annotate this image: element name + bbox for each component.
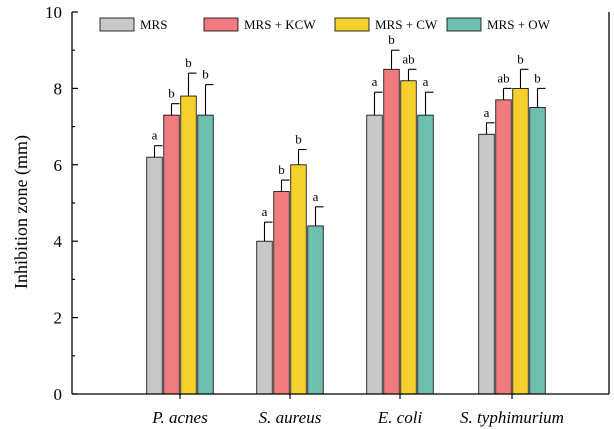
bar: [366, 114, 383, 395]
x-tick-label: E. coli: [377, 408, 423, 427]
bar: [383, 68, 400, 395]
legend-swatch: [334, 17, 370, 32]
bar: [307, 225, 324, 395]
x-tick-label: P. acnes: [151, 408, 208, 427]
bar: [273, 191, 290, 395]
significance-label: b: [295, 132, 302, 147]
y-tick-label: 8: [54, 79, 63, 98]
significance-label: b: [202, 67, 209, 82]
significance-label: a: [372, 74, 378, 89]
bar: [495, 99, 512, 395]
legend-item: MRS: [99, 17, 167, 32]
legend-item: MRS + OW: [446, 17, 551, 32]
y-axis-label: Inhibition zone (mm): [11, 135, 32, 289]
bar: [163, 114, 180, 395]
legend-label: MRS + KCW: [244, 17, 316, 32]
bar: [197, 114, 214, 395]
significance-label: ab: [497, 70, 509, 85]
legend-swatch: [446, 17, 482, 32]
y-tick-label: 4: [54, 232, 63, 251]
legend-item: MRS + KCW: [203, 17, 316, 32]
legend-swatch: [203, 17, 239, 32]
bar: [290, 164, 307, 395]
bar: [146, 156, 163, 395]
bar: [529, 107, 546, 395]
x-tick-label: S. typhimurium: [460, 408, 564, 427]
x-tick-label: S. aureus: [259, 408, 322, 427]
bar: [400, 80, 417, 395]
legend-label: MRS: [140, 17, 167, 32]
significance-label: ab: [402, 51, 414, 66]
significance-label: b: [534, 70, 541, 85]
significance-label: a: [262, 204, 268, 219]
significance-label: a: [423, 74, 429, 89]
significance-label: b: [517, 51, 524, 66]
bar: [180, 95, 197, 395]
legend-label: MRS + CW: [375, 17, 438, 32]
significance-label: a: [313, 189, 319, 204]
legend-item: MRS + CW: [334, 17, 438, 32]
significance-label: b: [278, 162, 285, 177]
legend-label: MRS + OW: [487, 17, 551, 32]
y-tick-label: 0: [54, 385, 63, 404]
bar: [478, 133, 495, 395]
legend: MRS MRS + KCW MRS + CW MRS + OW: [99, 17, 551, 32]
bar: [512, 88, 529, 395]
bar: [417, 114, 434, 395]
axes-layer: 0 2 4 6 8 10 P. acnes S. aureus E. coli S. typhim…: [45, 3, 610, 427]
significance-label: a: [484, 105, 490, 120]
bar: [256, 240, 273, 395]
significance-label: a: [152, 128, 158, 143]
significance-label: b: [185, 55, 192, 70]
y-tick-label: 10: [45, 3, 62, 22]
significance-label: b: [388, 32, 395, 47]
y-tick-label: 2: [54, 309, 63, 328]
significance-label: b: [168, 86, 175, 101]
y-tick-label: 6: [54, 156, 63, 175]
legend-swatch: [99, 17, 135, 32]
